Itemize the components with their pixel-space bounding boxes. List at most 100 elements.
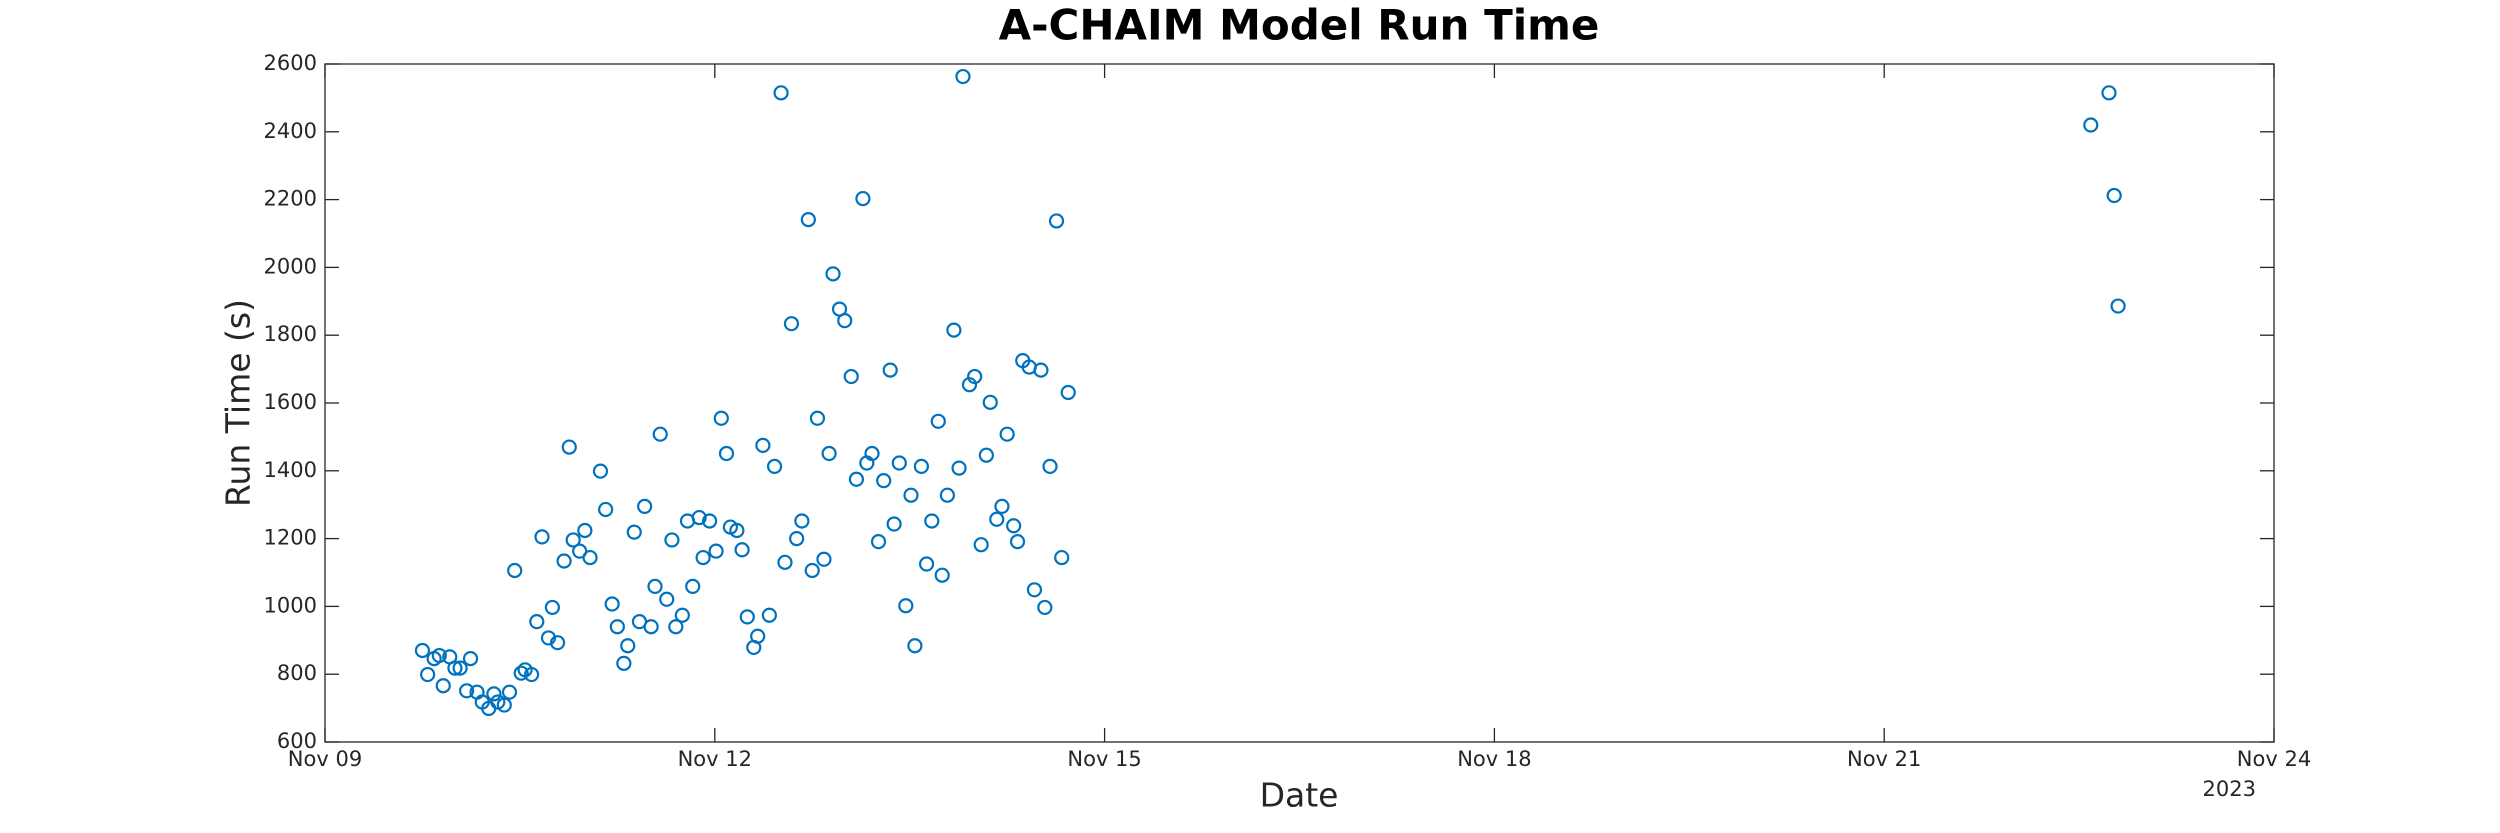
scatter-point xyxy=(739,609,755,625)
y-tick-label: 2200 xyxy=(264,187,317,211)
scatter-point xyxy=(713,410,729,426)
scatter-point xyxy=(1054,549,1070,566)
chart-title: A-CHAIM Model Run Time xyxy=(999,1,1600,50)
scatter-point xyxy=(907,638,923,654)
scatter-point xyxy=(414,642,431,659)
scatter-point xyxy=(934,567,950,583)
scatter-point xyxy=(447,660,463,676)
scatter-point xyxy=(462,651,479,667)
scatter-point xyxy=(534,529,550,545)
scatter-point xyxy=(789,530,805,547)
scatter-point xyxy=(523,666,540,683)
scatter-point xyxy=(973,537,989,553)
y-tick-label: 800 xyxy=(277,661,317,685)
scatter-point xyxy=(821,445,837,462)
scatter-point xyxy=(695,549,711,566)
scatter-point xyxy=(2106,187,2122,204)
y-axis-label: Run Time (s) xyxy=(219,299,258,507)
scatter-point xyxy=(918,556,935,572)
y-tick-label: 1800 xyxy=(264,322,317,346)
scatter-point xyxy=(501,684,518,700)
scatter-point xyxy=(561,439,577,455)
scatter-point xyxy=(773,85,789,101)
x-tick-label: Nov 09 xyxy=(288,747,362,771)
scatter-point xyxy=(647,578,663,594)
scatter-point xyxy=(994,498,1010,514)
scatter-point xyxy=(978,447,994,463)
scatter-point xyxy=(674,607,690,623)
scatter-point xyxy=(556,553,572,569)
scatter-point xyxy=(816,551,832,567)
scatter-point xyxy=(702,513,718,529)
scatter-point xyxy=(708,543,724,559)
y-tick-label: 2000 xyxy=(264,254,317,278)
scatter-point xyxy=(626,524,642,540)
scatter-point xyxy=(800,212,816,228)
scatter-point xyxy=(1006,518,1022,534)
scatter-point xyxy=(1026,582,1043,598)
scatter-point xyxy=(755,437,771,453)
scatter-point xyxy=(668,619,684,635)
scatter-point xyxy=(924,513,940,529)
scatter-point xyxy=(999,426,1015,442)
scatter-point xyxy=(729,522,745,539)
scatter-point xyxy=(783,316,800,332)
scatter-point xyxy=(1060,384,1076,401)
y-tick-label: 1400 xyxy=(264,458,317,482)
scatter-point xyxy=(1048,213,1065,229)
scatter-point xyxy=(565,532,581,548)
scatter-point xyxy=(946,322,962,338)
scatter-point xyxy=(496,697,512,713)
scatter-point xyxy=(886,516,902,532)
scatter-point xyxy=(1037,599,1053,616)
scatter-point xyxy=(1042,458,1058,474)
y-tick-label: 1600 xyxy=(264,390,317,414)
x-offset-label: 2023 xyxy=(2203,777,2256,801)
scatter-point xyxy=(2110,298,2126,314)
scatter-point xyxy=(431,647,447,664)
scatter-point xyxy=(643,619,659,635)
scatter-point xyxy=(794,513,810,529)
scatter-point xyxy=(913,458,929,474)
y-tick-label: 2600 xyxy=(264,51,317,75)
scatter-point xyxy=(616,655,632,671)
scatter-point xyxy=(876,473,892,489)
scatter-point xyxy=(452,660,468,676)
scatter-point xyxy=(582,549,598,566)
scatter-point xyxy=(930,413,946,429)
scatter-point xyxy=(620,638,636,654)
scatter-point xyxy=(809,410,826,426)
scatter-point xyxy=(837,313,853,329)
scatter-point xyxy=(685,578,701,594)
scatter-point xyxy=(718,445,735,462)
scatter-point xyxy=(898,598,914,614)
scatter-point xyxy=(691,509,707,526)
scatter-point xyxy=(2101,85,2117,101)
scatter-point xyxy=(652,426,668,442)
y-tick-label: 1000 xyxy=(264,593,317,617)
x-axis-label: Date xyxy=(1260,776,1339,815)
scatter-point xyxy=(1009,534,1026,550)
scatter-point xyxy=(609,619,625,635)
scatter-point xyxy=(903,487,919,503)
y-tick-label: 2400 xyxy=(264,119,317,143)
scatter-point xyxy=(549,635,566,651)
scatter-point xyxy=(420,666,436,683)
scatter-point xyxy=(598,501,614,518)
scatter-point xyxy=(982,394,998,410)
scatter-point xyxy=(939,487,955,503)
scatter-point xyxy=(507,562,523,579)
scatter-point xyxy=(734,542,750,558)
scatter-point xyxy=(882,362,898,378)
scatter-point xyxy=(544,599,560,616)
scatter-point xyxy=(750,628,766,644)
x-tick-label: Nov 15 xyxy=(1067,747,1141,771)
y-tick-label: 1200 xyxy=(264,526,317,550)
scatter-point xyxy=(577,522,593,539)
scatter-point xyxy=(637,498,653,514)
scatter-point xyxy=(659,591,675,607)
scatter-point xyxy=(486,686,502,702)
scatter-point xyxy=(1033,362,1049,378)
scatter-point xyxy=(855,190,871,207)
scatter-point xyxy=(955,68,971,85)
